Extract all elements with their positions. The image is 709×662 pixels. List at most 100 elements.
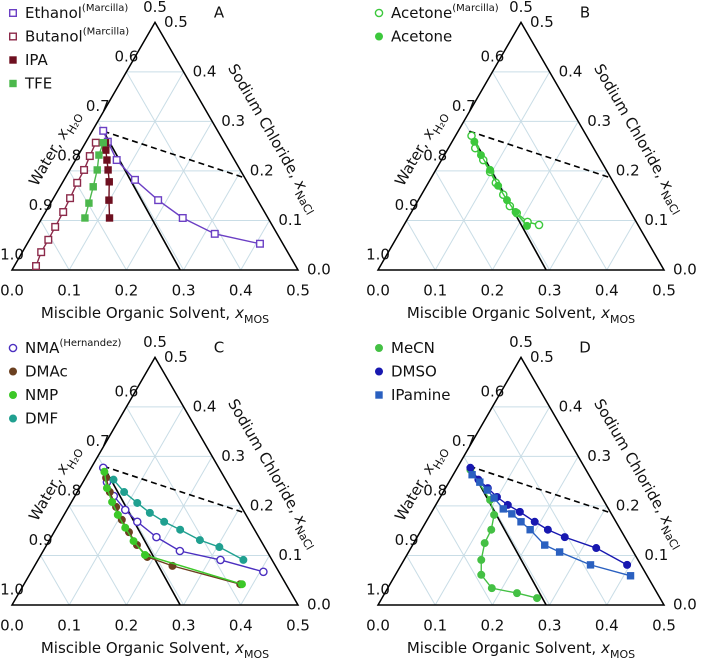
legend-name: DMF [25, 409, 58, 427]
marker [81, 214, 89, 222]
legend-label: TFE [24, 74, 52, 92]
xlabel-sub: MOS [244, 648, 269, 659]
marker [66, 194, 75, 203]
triangle-frame [376, 355, 666, 606]
right-tick-label: 0.4 [193, 62, 217, 80]
legend-marker [8, 367, 17, 376]
legend-label: IPA [25, 51, 49, 69]
marker [152, 532, 161, 542]
phase-boundary [102, 465, 181, 606]
marker [477, 555, 486, 564]
grid-line [40, 220, 70, 271]
marker [494, 181, 503, 190]
right-tick-label: 0.3 [587, 112, 611, 130]
marker [32, 262, 41, 271]
legend-name: IPamine [391, 386, 451, 404]
marker [108, 497, 117, 506]
x-tick-label: 0.0 [366, 282, 390, 300]
legend-name: Acetone [391, 4, 452, 22]
rightlabel: Sodium Chloride,xNaCl [587, 395, 690, 552]
marker [99, 138, 107, 147]
right-tick-label: 0.2 [616, 496, 640, 514]
marker [523, 221, 532, 230]
x-tick-label: 0.3 [538, 617, 562, 635]
series-line [102, 130, 261, 245]
right-tick-label: 0.1 [278, 211, 302, 229]
marker [102, 484, 111, 493]
legend-marker [374, 8, 384, 18]
marker [483, 486, 491, 494]
marker [95, 151, 103, 159]
marker [237, 580, 246, 589]
marker [195, 536, 204, 545]
x-tick-label: 0.0 [366, 617, 390, 635]
legend-name: NMP [25, 386, 58, 404]
marker [175, 546, 185, 556]
right-tick-label: 0.3 [587, 447, 611, 465]
tie-line [469, 130, 612, 179]
marker [99, 126, 108, 135]
grid-line [240, 555, 270, 606]
marker [121, 523, 130, 532]
legend-name: Ethanol [25, 4, 82, 22]
legend-note: (Marcilla) [82, 3, 129, 14]
xlabel-sub: MOS [244, 313, 269, 326]
marker [480, 539, 489, 548]
legend-label: DMAc [25, 362, 68, 380]
right-tick-label: 0.4 [559, 397, 583, 415]
marker [109, 475, 118, 484]
marker [259, 567, 268, 577]
tie-line [103, 130, 246, 179]
marker [555, 548, 564, 556]
legend-label: Butanol(Marcilla) [25, 26, 129, 45]
phase-boundary [468, 465, 547, 606]
marker [476, 478, 484, 486]
marker [499, 505, 507, 513]
legend-name: IPA [25, 51, 49, 69]
legend-marker [8, 8, 17, 17]
legend-label: IPamine [391, 386, 451, 404]
marker [586, 561, 595, 569]
marker [37, 248, 46, 257]
grid-line [125, 121, 213, 271]
right-tick-label: 0.5 [530, 348, 554, 366]
marker [120, 488, 129, 497]
xlabel: Miscible Organic Solvent, xMOS [41, 639, 269, 659]
marker [44, 235, 53, 244]
marker [104, 166, 112, 174]
xlabel-sub: MOS [610, 313, 635, 326]
marker [102, 146, 110, 154]
marker [512, 589, 521, 598]
x-tick-label: 0.1 [57, 282, 81, 300]
legend-marker [375, 391, 383, 399]
x-tick-label: 0.4 [229, 282, 253, 300]
marker [526, 526, 534, 534]
marker [85, 152, 94, 161]
right-tick-label: 0.0 [307, 596, 331, 614]
xlabel-sub: MOS [610, 648, 635, 659]
marker [592, 544, 601, 553]
marker [129, 537, 138, 546]
marker [105, 178, 113, 186]
x-tick-label: 0.4 [595, 282, 619, 300]
xlabel-var: x [234, 304, 244, 322]
legend-label: Ethanol(Marcilla) [25, 3, 128, 22]
marker [103, 156, 111, 164]
legend-marker [8, 32, 17, 41]
marker [160, 517, 169, 526]
marker [89, 183, 97, 191]
legend-note: (Hernandez) [59, 338, 121, 349]
legend-name: DMSO [391, 362, 437, 380]
xlabel: Miscible Organic Solvent, xMOS [407, 304, 635, 326]
panel-label: B [580, 4, 590, 22]
right-tick-label: 0.0 [673, 596, 697, 614]
grid-line [40, 555, 70, 606]
marker [502, 196, 511, 205]
grid-line [491, 71, 608, 271]
legend-marker [8, 414, 17, 423]
right-tick-label: 0.5 [530, 13, 554, 31]
legend-name: NMA [25, 339, 60, 357]
grid-line [68, 505, 127, 606]
